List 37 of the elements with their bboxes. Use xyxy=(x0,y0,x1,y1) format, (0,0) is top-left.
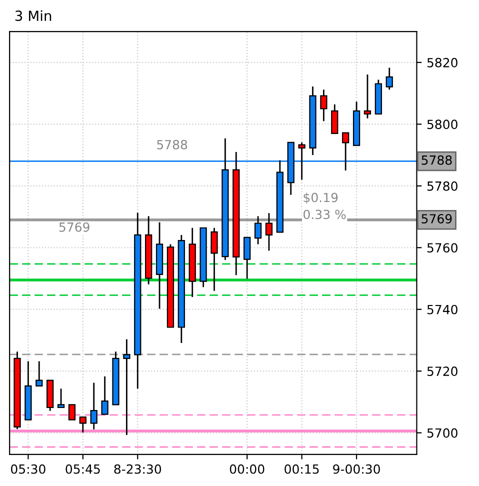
candlestick xyxy=(68,404,76,420)
y-tick-label: 5700 xyxy=(427,428,458,438)
ref-line-label: 5769 xyxy=(422,214,452,224)
candlestick xyxy=(90,382,98,430)
candlestick xyxy=(254,215,262,245)
candlestick xyxy=(386,67,393,90)
y-tick-label: 5800 xyxy=(427,120,458,130)
y-tick-label: 5780 xyxy=(427,181,458,191)
candlestick xyxy=(36,360,43,387)
x-tick-label: 05:30 xyxy=(11,464,46,474)
y-tick-label: 5740 xyxy=(427,304,458,314)
candlestick xyxy=(101,376,108,415)
x-tick-label: 00:00 xyxy=(230,464,264,474)
y-tick-label: 5720 xyxy=(427,366,458,376)
candlestick xyxy=(265,212,273,252)
annotation: $0.19 xyxy=(304,192,338,204)
candlestick xyxy=(123,338,130,436)
annotation: 5769 xyxy=(59,222,90,232)
candlestick xyxy=(320,88,328,122)
candlestick xyxy=(210,227,218,292)
candlestick xyxy=(79,416,86,434)
x-tick-label: 9-00:30 xyxy=(333,464,380,474)
candlestick xyxy=(331,104,338,134)
candlestick xyxy=(57,388,65,408)
x-tick-label: 05:45 xyxy=(66,464,100,474)
x-tick-label: 8-23:30 xyxy=(114,464,162,474)
y-tick-label: 5760 xyxy=(427,243,458,253)
x-tick-label: 00:15 xyxy=(284,464,319,474)
annotation: 5788 xyxy=(157,140,188,150)
ref-line-label: 5788 xyxy=(422,155,452,165)
annotation: 0.33 % xyxy=(304,210,346,220)
y-tick-label: 5820 xyxy=(427,58,458,68)
chart-title: 3 Min xyxy=(15,10,52,22)
candlestick xyxy=(298,142,306,180)
candlestick xyxy=(342,132,350,172)
candlestick xyxy=(364,74,372,120)
candlestick xyxy=(244,236,251,280)
